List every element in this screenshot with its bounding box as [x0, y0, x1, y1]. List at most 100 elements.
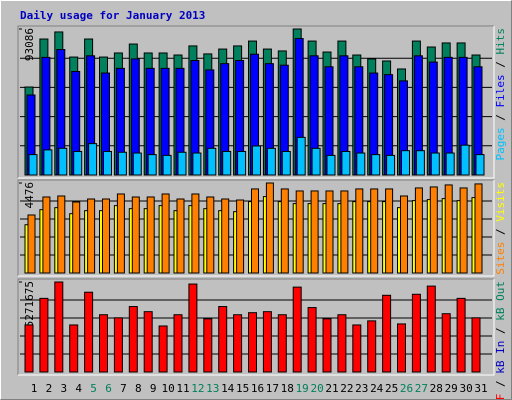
bar: [444, 184, 453, 274]
bar: [401, 150, 410, 176]
bar: [27, 214, 36, 274]
bar: [39, 297, 49, 373]
bar: [429, 186, 438, 274]
bar: [117, 151, 127, 176]
bar: [352, 324, 362, 373]
legend: Sites / Visits: [494, 182, 507, 275]
x-tick-label: 26: [400, 382, 413, 395]
y-tick-label: 93086: [23, 28, 36, 61]
bar: [43, 149, 53, 176]
legend-separator: /: [494, 321, 507, 341]
bar: [277, 314, 287, 373]
bar: [147, 154, 157, 176]
bar: [325, 190, 334, 274]
bar: [474, 183, 483, 274]
legend-separator: /: [494, 222, 507, 242]
bar: [221, 198, 230, 274]
bar: [218, 306, 228, 373]
bar: [311, 147, 321, 176]
bar: [146, 196, 155, 274]
x-tick-label: 25: [385, 382, 398, 395]
legend-entry: Sites: [494, 242, 507, 275]
bar: [88, 143, 98, 176]
x-tick-label: 17: [266, 382, 279, 395]
legend-separator: /: [494, 108, 507, 128]
bar: [173, 314, 183, 373]
bar: [459, 187, 468, 274]
bar: [382, 294, 392, 373]
bar: [292, 286, 302, 373]
x-tick-label: 22: [340, 382, 353, 395]
x-tick-label: 8: [135, 382, 142, 395]
bar: [371, 154, 381, 176]
bar: [281, 150, 291, 176]
bar: [206, 196, 215, 274]
x-tick-label: 16: [251, 382, 264, 395]
bar: [471, 317, 481, 373]
x-tick-label: 21: [325, 382, 338, 395]
x-tick-label: 2: [46, 382, 53, 395]
x-tick-label: 4: [75, 382, 82, 395]
bar: [102, 198, 110, 274]
bar: [222, 150, 232, 176]
panel-frame-light: [18, 279, 495, 376]
legend: Pages / Files / Hits: [494, 28, 507, 161]
bar: [400, 195, 408, 274]
legend: kB F / kB In / kB Out: [494, 281, 507, 400]
bar: [355, 188, 364, 274]
x-tick-label: 14: [221, 382, 235, 395]
bar: [237, 150, 247, 176]
x-tick-label: 27: [415, 382, 428, 395]
bar: [456, 297, 466, 373]
y-tick-label: 5271675: [23, 281, 36, 327]
x-tick-label: 11: [176, 382, 189, 395]
x-tick-label: 9: [150, 382, 157, 395]
chart-title: Daily usage for January 2013: [20, 9, 205, 22]
bar: [262, 311, 272, 373]
x-tick-label: 24: [370, 382, 384, 395]
bar: [73, 150, 83, 176]
x-tick-label: 30: [459, 382, 472, 395]
bar: [266, 147, 276, 176]
x-tick-label: 18: [281, 382, 294, 395]
bar: [99, 314, 108, 373]
bar: [310, 190, 319, 274]
bar: [158, 325, 168, 373]
x-tick-label: 7: [120, 382, 127, 395]
panel-frame-dark: [17, 179, 494, 276]
legend-entry: Visits: [494, 182, 507, 222]
bar: [113, 317, 123, 373]
bar: [356, 152, 366, 176]
bar: [411, 293, 421, 373]
bar: [397, 323, 406, 373]
panel-frame-dark: [17, 25, 494, 178]
bar: [475, 154, 485, 176]
bar: [42, 196, 51, 274]
legend-separator: /: [494, 55, 507, 75]
bar: [192, 152, 202, 176]
panel-frame-dark: [17, 278, 494, 375]
bar: [337, 314, 347, 373]
bar: [207, 147, 217, 176]
bar: [188, 283, 198, 373]
bar: [161, 193, 170, 274]
bar: [87, 198, 96, 274]
bar: [103, 150, 112, 176]
bar: [415, 150, 425, 176]
bar: [322, 318, 332, 373]
bar: [116, 193, 125, 274]
bar: [54, 281, 64, 373]
bar: [132, 152, 142, 176]
x-tick-label: 3: [60, 382, 67, 395]
bar: [233, 314, 243, 373]
bar: [430, 152, 440, 176]
x-tick-label: 28: [430, 382, 443, 395]
bar: [84, 291, 94, 373]
x-tick-label: 13: [206, 382, 219, 395]
legend-separator: /: [494, 374, 507, 394]
bar: [295, 190, 304, 274]
bar: [69, 324, 79, 373]
x-tick-label: 10: [161, 382, 174, 395]
bar: [252, 145, 261, 176]
